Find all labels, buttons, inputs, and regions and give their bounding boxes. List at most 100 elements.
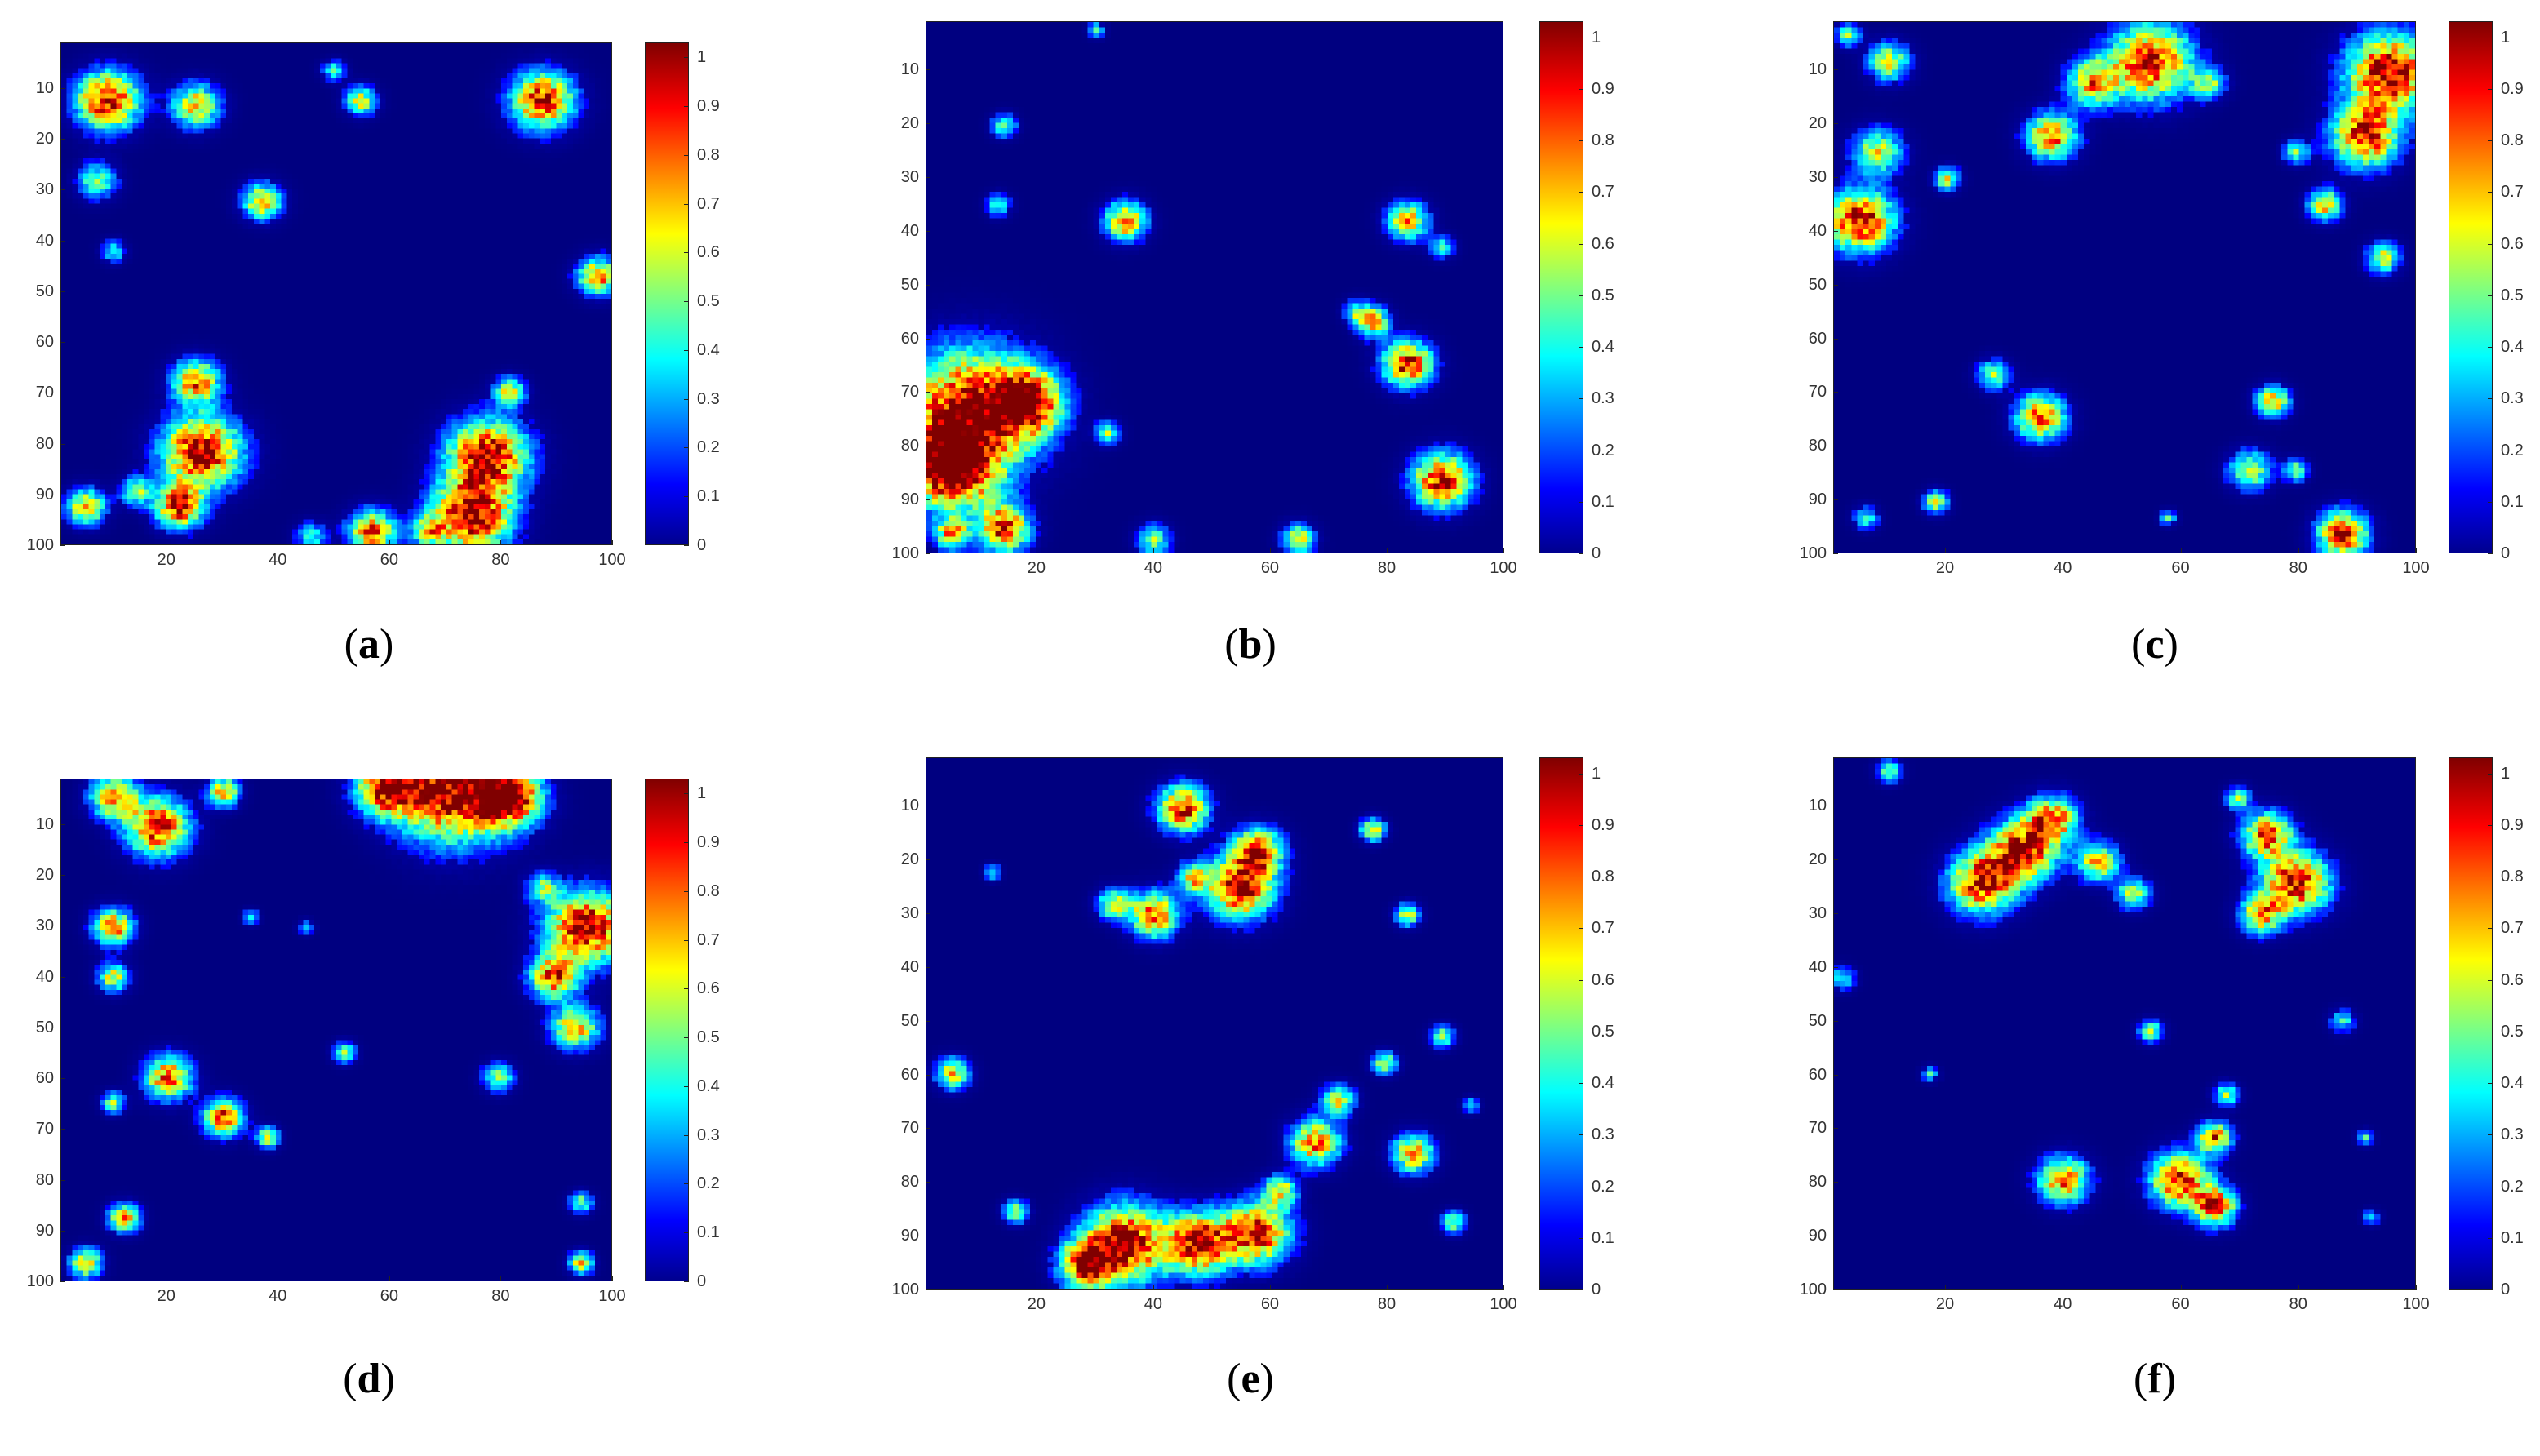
colorbar-tick-label-a-3: 0.3 [697,389,720,408]
y-tick-label-e-7: 80 [900,1173,919,1192]
x-tick-label-a-3: 80 [491,551,510,569]
colorbar-tick-mark-f-1 [2488,1237,2493,1239]
x-tick-label-e-3: 80 [1377,1295,1397,1313]
x-tick-label-f-0: 20 [1935,1295,1955,1313]
colorbar-tick-mark-b-5 [1579,295,1583,296]
panel-letter-f: f [2147,1356,2162,1402]
x-tick-label-e-0: 20 [1027,1295,1046,1313]
colorbar-tick-mark-d-8 [684,890,689,892]
colorbar-tick-label-b-7: 0.7 [1592,183,1614,202]
y-tick-label-c-8: 90 [1808,491,1827,509]
colorbar-tick-mark-e-4 [1579,1083,1583,1085]
colorbar-tick-mark-e-7 [1579,928,1583,930]
colorbar-tick-label-f-3: 0.3 [2501,1125,2524,1144]
y-tick-label-e-4: 50 [900,1011,919,1030]
y-tick-label-a-1: 20 [35,130,54,149]
y-tick-mark-c-4 [1833,284,1838,286]
colorbar-a [645,42,689,545]
heatmap-a [60,42,612,545]
colorbar-tick-label-d-5: 0.5 [697,1028,720,1047]
colorbar-tick-label-e-1: 0.1 [1592,1228,1614,1247]
x-tick-label-d-1: 40 [269,1287,287,1305]
x-tick-label-b-2: 60 [1260,559,1280,577]
y-tick-label-b-3: 40 [900,221,919,240]
panel-caption-b: (b) [1224,621,1277,668]
y-tick-mark-e-3 [926,966,930,968]
x-tick-mark-f-2 [2180,1285,2182,1290]
colorbar-tick-mark-b-9 [1579,88,1583,90]
y-tick-mark-a-3 [60,240,65,242]
y-tick-mark-c-1 [1833,123,1838,125]
y-tick-mark-b-2 [926,176,930,178]
colorbar-tick-label-b-1: 0.1 [1592,492,1614,511]
y-tick-label-a-8: 90 [35,485,54,504]
y-tick-mark-e-6 [926,1128,930,1130]
y-tick-mark-c-9 [1833,553,1838,554]
y-tick-mark-a-0 [60,88,65,89]
x-tick-mark-a-4 [612,540,613,545]
colorbar-tick-label-e-5: 0.5 [1592,1022,1614,1041]
colorbar-tick-label-f-10: 1 [2501,764,2511,783]
colorbar-tick-label-d-2: 0.2 [697,1174,720,1193]
colorbar-tick-label-d-8: 0.8 [697,881,720,900]
x-tick-label-c-4: 100 [2402,559,2430,577]
colorbar-tick-label-f-8: 0.8 [2501,868,2524,886]
panel-caption-f: (f) [2134,1356,2176,1402]
colorbar-tick-mark-a-7 [684,203,689,205]
colorbar-tick-label-c-1: 0.1 [2501,492,2524,511]
y-tick-label-f-7: 80 [1808,1173,1827,1192]
colorbar-tick-label-e-8: 0.8 [1592,868,1614,886]
colorbar-tick-mark-d-10 [684,793,689,795]
colorbar-tick-label-e-0: 0 [1592,1281,1601,1298]
x-tick-label-a-1: 40 [269,551,287,569]
colorbar-tick-mark-f-10 [2488,773,2493,775]
heatmap-f [1833,757,2416,1290]
colorbar-tick-label-a-8: 0.8 [697,145,720,164]
colorbar-tick-mark-f-9 [2488,824,2493,826]
colorbar-tick-mark-f-6 [2488,979,2493,981]
colorbar-tick-label-f-6: 0.6 [2501,970,2524,989]
colorbar-tick-mark-b-6 [1579,243,1583,245]
x-tick-mark-c-2 [2180,548,2182,553]
y-tick-mark-b-3 [926,230,930,232]
colorbar-tick-label-d-1: 0.1 [697,1223,720,1242]
x-tick-label-a-2: 60 [380,551,398,569]
colorbar-tick-label-e-7: 0.7 [1592,919,1614,938]
colorbar-tick-mark-d-2 [684,1183,689,1185]
x-tick-mark-d-2 [389,1276,390,1281]
colorbar-tick-label-b-10: 1 [1592,28,1601,47]
y-tick-label-c-9: 100 [1799,544,1827,562]
y-tick-label-e-3: 40 [900,957,919,976]
colorbar-tick-label-f-9: 0.9 [2501,815,2524,834]
x-tick-label-c-2: 60 [2171,559,2190,577]
y-tick-label-c-4: 50 [1808,275,1827,294]
y-tick-label-c-6: 70 [1808,383,1827,402]
colorbar-tick-mark-b-0 [1579,553,1583,554]
colorbar-tick-label-c-7: 0.7 [2501,183,2524,202]
y-tick-label-c-0: 10 [1808,60,1827,79]
y-tick-mark-a-4 [60,291,65,292]
colorbar-tick-label-b-0: 0 [1592,544,1601,562]
y-tick-label-c-7: 80 [1808,437,1827,455]
x-tick-label-d-0: 20 [157,1287,175,1305]
y-tick-mark-d-5 [60,1078,65,1080]
colorbar-tick-mark-e-1 [1579,1237,1583,1239]
x-tick-mark-e-3 [1386,1285,1388,1290]
x-tick-mark-e-4 [1503,1285,1504,1290]
x-tick-mark-e-1 [1152,1285,1154,1290]
colorbar-tick-mark-a-10 [684,57,689,59]
colorbar-tick-label-f-5: 0.5 [2501,1022,2524,1041]
colorbar-tick-label-d-7: 0.7 [697,930,720,949]
colorbar-tick-label-e-6: 0.6 [1592,970,1614,989]
y-tick-mark-d-1 [60,875,65,877]
y-tick-mark-c-6 [1833,392,1838,393]
y-tick-mark-f-2 [1833,912,1838,914]
colorbar-tick-label-f-2: 0.2 [2501,1177,2524,1196]
colorbar-tick-mark-b-4 [1579,347,1583,348]
x-tick-mark-a-3 [500,540,502,545]
y-tick-mark-b-8 [926,499,930,501]
y-tick-label-c-1: 20 [1808,114,1827,133]
colorbar-tick-mark-b-1 [1579,501,1583,503]
panel-letter-e: e [1241,1356,1260,1402]
panel-caption-e: (e) [1227,1356,1274,1402]
